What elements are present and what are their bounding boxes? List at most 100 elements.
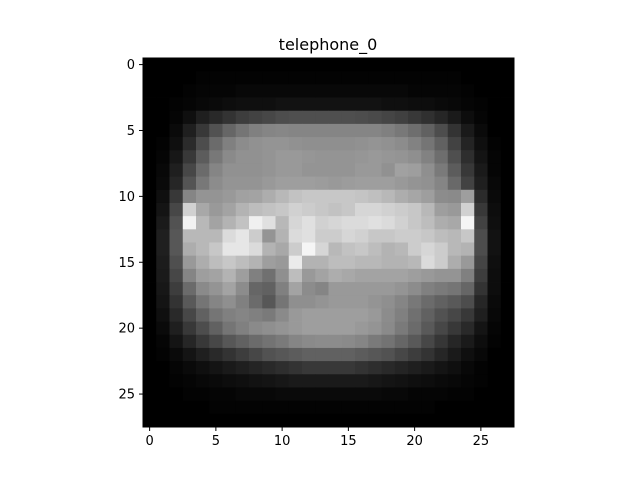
heatmap-cell <box>447 202 462 217</box>
heatmap-cell <box>288 308 303 322</box>
heatmap-cell <box>381 387 396 402</box>
heatmap-cell <box>341 361 356 375</box>
heatmap-cell <box>156 176 170 191</box>
heatmap-cell <box>355 84 369 98</box>
heatmap-cell <box>408 295 422 309</box>
heatmap-cell <box>368 189 382 204</box>
heatmap-cell <box>421 58 435 72</box>
heatmap-cell <box>143 413 157 428</box>
heatmap-cell <box>381 137 396 151</box>
heatmap-cell <box>381 176 396 191</box>
y-tick-label: 10 <box>118 190 135 205</box>
heatmap-cell <box>275 202 290 217</box>
heatmap-cell <box>302 242 316 257</box>
heatmap-cell <box>381 400 396 415</box>
heatmap-cell <box>500 282 515 296</box>
heatmap-cell <box>275 282 290 296</box>
heatmap-cell <box>447 295 462 309</box>
heatmap-cell <box>249 347 263 362</box>
heatmap-cell <box>328 163 343 178</box>
heatmap-cell <box>143 295 157 309</box>
heatmap-cell <box>500 295 515 309</box>
heatmap-cell <box>156 202 170 217</box>
heatmap-cell <box>474 176 488 191</box>
heatmap-cell <box>249 110 263 125</box>
heatmap-cell <box>447 255 462 270</box>
heatmap-cell <box>235 84 250 98</box>
heatmap-cell <box>222 229 237 243</box>
heatmap-cell <box>302 361 316 375</box>
heatmap-cell <box>143 387 157 402</box>
heatmap-cell <box>222 71 237 85</box>
heatmap-cell <box>182 387 197 402</box>
heatmap-cell <box>156 84 170 98</box>
heatmap-cell <box>288 97 303 112</box>
heatmap-cell <box>487 202 502 217</box>
x-tick-label: 15 <box>340 434 357 449</box>
heatmap-cell <box>381 97 396 112</box>
heatmap-cell <box>355 400 369 415</box>
heatmap-cell <box>500 321 515 336</box>
heatmap-cell <box>474 71 488 85</box>
heatmap-cell <box>222 189 237 204</box>
heatmap-cell <box>394 97 409 112</box>
heatmap-cell <box>368 374 382 388</box>
heatmap-cell <box>394 413 409 428</box>
heatmap-cell <box>461 347 475 362</box>
heatmap-cell <box>196 110 210 125</box>
heatmap-cell <box>302 295 316 309</box>
heatmap-cell <box>262 176 276 191</box>
heatmap-cell <box>408 387 422 402</box>
heatmap-cell <box>209 413 223 428</box>
heatmap-cell <box>434 242 449 257</box>
heatmap-cell <box>182 123 197 138</box>
heatmap-cell <box>474 84 488 98</box>
heatmap-cell <box>222 150 237 164</box>
heatmap-cell <box>341 413 356 428</box>
heatmap-cell <box>474 321 488 336</box>
heatmap-cell <box>461 361 475 375</box>
heatmap-cell <box>275 400 290 415</box>
heatmap-cell <box>434 374 449 388</box>
heatmap-cell <box>328 150 343 164</box>
heatmap-cell <box>328 400 343 415</box>
heatmap-cell <box>487 123 502 138</box>
heatmap-cell <box>394 137 409 151</box>
heatmap-cell <box>341 334 356 349</box>
heatmap-cell <box>381 321 396 336</box>
heatmap-cell <box>209 110 223 125</box>
heatmap-cell <box>341 71 356 85</box>
heatmap-cell <box>302 282 316 296</box>
heatmap-cell <box>302 202 316 217</box>
heatmap-cell <box>302 400 316 415</box>
heatmap-cell <box>355 202 369 217</box>
heatmap-cell <box>169 255 184 270</box>
heatmap-cell <box>421 123 435 138</box>
heatmap-cell <box>209 216 223 230</box>
heatmap-cell <box>408 189 422 204</box>
heatmap-cell <box>368 58 382 72</box>
heatmap-cell <box>355 242 369 257</box>
heatmap-cell <box>275 189 290 204</box>
heatmap-cell <box>474 216 488 230</box>
x-tick-label: 5 <box>212 434 220 449</box>
heatmap-cell <box>408 97 422 112</box>
heatmap-cell <box>182 58 197 72</box>
heatmap-cell <box>315 202 329 217</box>
heatmap-cell <box>447 84 462 98</box>
heatmap-cell <box>196 176 210 191</box>
heatmap-cell <box>143 137 157 151</box>
heatmap-cell <box>408 123 422 138</box>
heatmap-cell <box>487 150 502 164</box>
heatmap-cell <box>182 321 197 336</box>
heatmap-cell <box>222 216 237 230</box>
heatmap-cell <box>196 268 210 283</box>
heatmap-cell <box>434 229 449 243</box>
heatmap-cell <box>235 58 250 72</box>
heatmap-cell <box>182 374 197 388</box>
heatmap-cell <box>209 123 223 138</box>
heatmap-cell <box>368 150 382 164</box>
heatmap-cell <box>249 361 263 375</box>
heatmap-cell <box>434 282 449 296</box>
heatmap-cell <box>249 413 263 428</box>
